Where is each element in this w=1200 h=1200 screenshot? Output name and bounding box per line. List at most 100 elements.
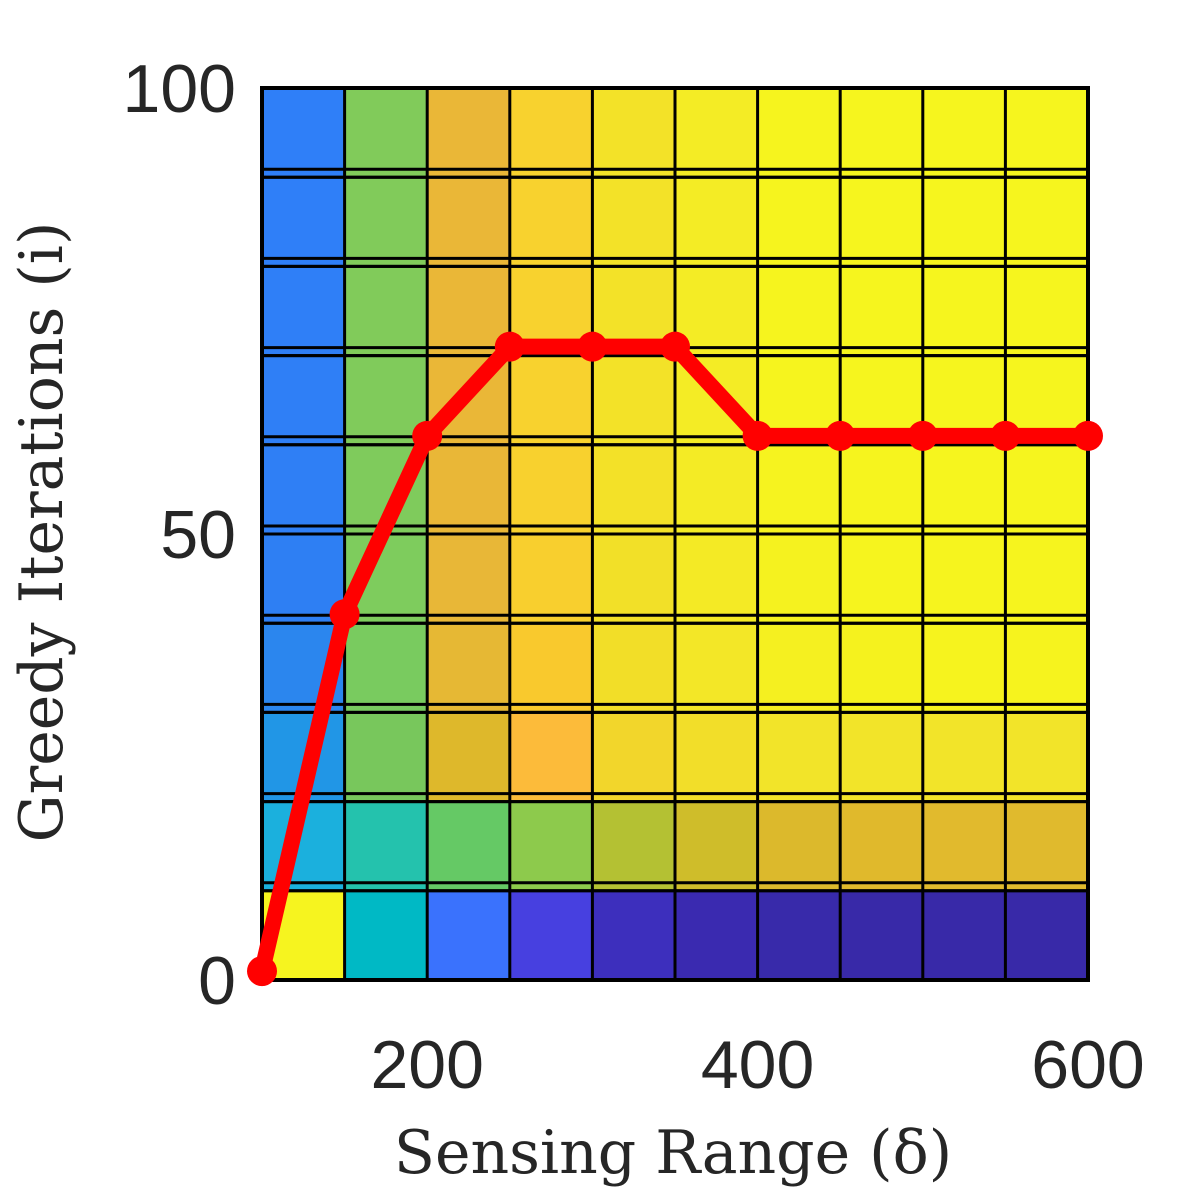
data-point xyxy=(577,331,608,362)
heatmap-cell xyxy=(922,623,1006,713)
heatmap-cell xyxy=(757,444,841,534)
heatmap-cell xyxy=(592,355,675,445)
x-axis-label: Sensing Range (δ) xyxy=(394,1118,952,1188)
data-point xyxy=(1073,420,1103,451)
heatmap-cell xyxy=(262,266,345,356)
series-layer xyxy=(247,331,1103,987)
heatmap-cell xyxy=(757,623,841,713)
data-point xyxy=(660,331,690,362)
x-tick-label: 200 xyxy=(370,1027,483,1103)
heatmap-cell xyxy=(344,266,428,356)
heatmap-cell xyxy=(922,801,1006,891)
x-tick-labels: 200 400 600 xyxy=(370,1027,1144,1103)
heatmap-cell xyxy=(592,801,675,891)
heatmap-cell xyxy=(922,890,1006,980)
heatmap-cell xyxy=(840,177,923,267)
heatmap-cell xyxy=(840,801,923,891)
heatmap-cell xyxy=(262,355,345,445)
heatmap-cell xyxy=(840,266,923,356)
heatmap-cell xyxy=(509,712,593,802)
data-point xyxy=(825,420,856,451)
heatmap-cell xyxy=(757,712,841,802)
heatmap-cell xyxy=(509,801,593,891)
heatmap-cell xyxy=(1005,88,1088,178)
heatmap-cell xyxy=(344,890,428,980)
heatmap-cell xyxy=(262,177,345,267)
heatmap-cell xyxy=(509,890,593,980)
heatmap-cell xyxy=(675,88,758,178)
heatmap-cell xyxy=(922,266,1006,356)
heatmap-cell xyxy=(757,177,841,267)
heatmap-cell xyxy=(922,534,1006,624)
heatmap-cell xyxy=(675,534,758,624)
heatmap-cell xyxy=(840,444,923,534)
heatmap-cell xyxy=(840,890,923,980)
heatmap-cell xyxy=(509,534,593,624)
heatmap-cell xyxy=(757,890,841,980)
heatmap-cell xyxy=(509,177,593,267)
heatmap-cell xyxy=(427,890,510,980)
heatmap-cell xyxy=(592,177,675,267)
heatmap-cell xyxy=(592,444,675,534)
heatmap-cell xyxy=(509,88,593,178)
heatmap-cell xyxy=(1005,534,1088,624)
heatmap-cell xyxy=(922,88,1006,178)
heatmap-cell xyxy=(592,623,675,713)
y-axis-label: Greedy Iterations (i) xyxy=(7,222,77,843)
heatmap-cell xyxy=(509,355,593,445)
data-point xyxy=(247,956,277,987)
heatmap-cell xyxy=(344,88,428,178)
heatmap-cell xyxy=(427,712,510,802)
heatmap-cell xyxy=(675,623,758,713)
heatmap-cell xyxy=(922,712,1006,802)
heatmap-cell xyxy=(922,177,1006,267)
heatmap-cell xyxy=(344,801,428,891)
heatmap-cell xyxy=(675,890,758,980)
heatmap-cell xyxy=(675,801,758,891)
heatmap-cell xyxy=(262,88,345,178)
heatmap-cell xyxy=(840,712,923,802)
heatmap-cell xyxy=(922,444,1006,534)
heatmap-cells xyxy=(262,88,1088,980)
heatmap-cell xyxy=(1005,177,1088,267)
heatmap-cell xyxy=(592,712,675,802)
heatmap-cell xyxy=(1005,444,1088,534)
heatmap-cell xyxy=(1005,712,1088,802)
heatmap-cell xyxy=(840,623,923,713)
heatmap-cell xyxy=(757,534,841,624)
heatmap-cell xyxy=(592,890,675,980)
x-tick-label: 400 xyxy=(701,1027,814,1103)
heatmap-cell xyxy=(675,177,758,267)
heatmap-cell xyxy=(757,266,841,356)
data-point xyxy=(742,420,773,451)
y-tick-labels: 0 50 100 xyxy=(123,51,236,1019)
plot-frame xyxy=(260,86,1090,982)
heatmap-cell xyxy=(1005,801,1088,891)
heatmap-cell xyxy=(344,623,428,713)
y-tick-label: 100 xyxy=(123,51,236,127)
heatmap-cell xyxy=(509,623,593,713)
y-tick-label: 50 xyxy=(160,497,236,573)
heatmap-cell xyxy=(427,444,510,534)
x-tick-label: 600 xyxy=(1031,1027,1144,1103)
heatmap-cell xyxy=(757,801,841,891)
heatmap-cell xyxy=(427,623,510,713)
heatmap-cell xyxy=(840,534,923,624)
heatmap-cell xyxy=(509,444,593,534)
heatmap-cell xyxy=(344,712,428,802)
heatmap-cell xyxy=(1005,266,1088,356)
heatmap-cell xyxy=(840,88,923,178)
heatmap-cell xyxy=(757,88,841,178)
data-point xyxy=(494,331,525,362)
heatmap-cell xyxy=(427,534,510,624)
data-point xyxy=(907,420,938,451)
data-point xyxy=(990,420,1021,451)
heatmap-cell xyxy=(592,88,675,178)
heatmap-cell xyxy=(262,444,345,534)
data-point xyxy=(412,420,443,451)
heatmap-cell xyxy=(675,712,758,802)
heatmap-cell xyxy=(1005,890,1088,980)
heatmap-cell xyxy=(427,88,510,178)
heatmap-cell xyxy=(675,444,758,534)
heatmap-cell xyxy=(344,177,428,267)
